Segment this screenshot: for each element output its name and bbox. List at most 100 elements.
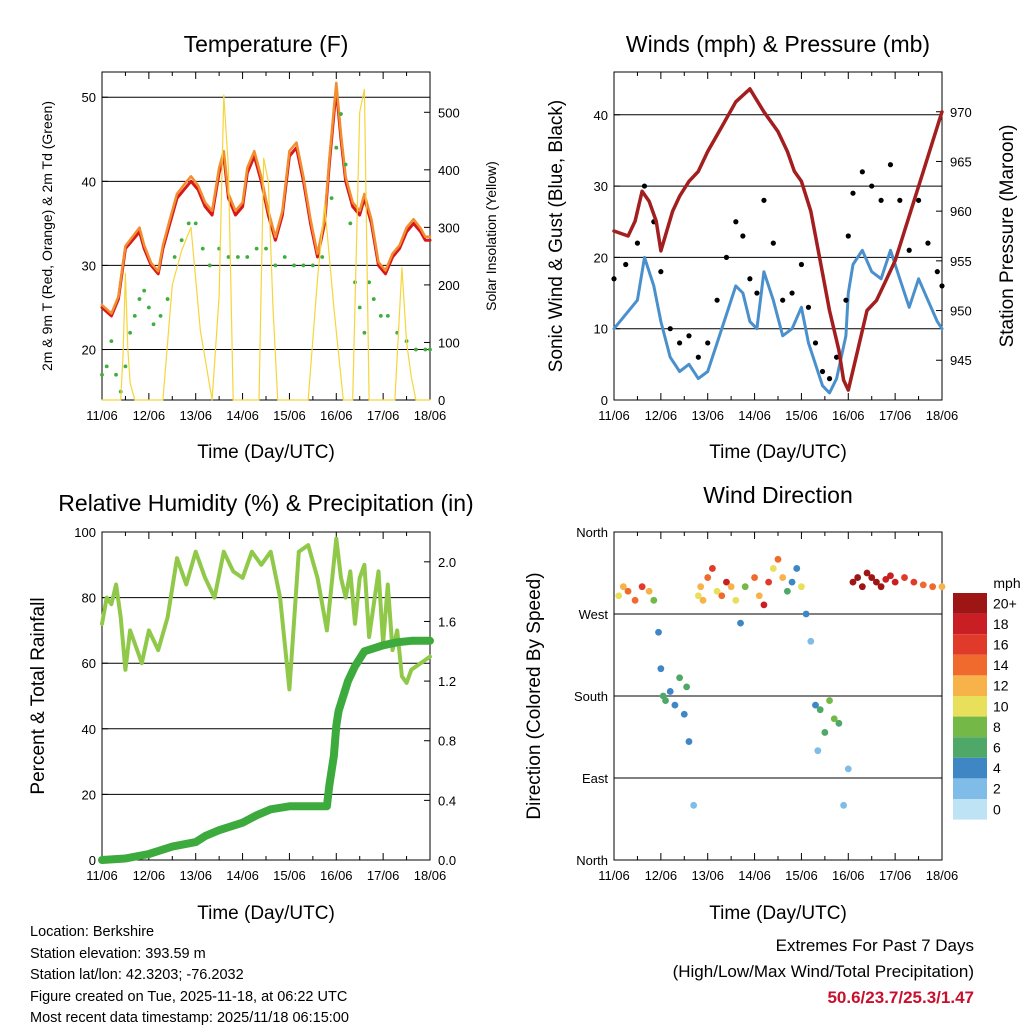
- winds-point-gust: [634, 240, 641, 246]
- temperature-point-2m-td: [123, 364, 128, 369]
- winds-xtick-label: 12/06: [645, 408, 678, 423]
- direction-xtick-label: 13/06: [691, 868, 724, 883]
- direction-point: [835, 719, 843, 727]
- temperature-point-2m-td: [186, 221, 191, 226]
- direction-ytick-label: South: [574, 689, 608, 704]
- speed-legend-label: 4: [993, 760, 1001, 776]
- humidity-xlabel: Time (Day/UTC): [197, 903, 335, 924]
- winds-point-gust: [789, 290, 795, 296]
- temperature-point-2m-td: [362, 330, 367, 335]
- temperature-series-9m-t: [100, 81, 432, 315]
- winds-point-gust: [747, 276, 753, 282]
- temperature-point-2m-td: [343, 162, 348, 167]
- temperature-point-2m-td: [146, 305, 151, 310]
- temperature-xtick-label: 18/06: [414, 408, 447, 423]
- humidity-xtick-label: 14/06: [226, 868, 259, 883]
- direction-point: [814, 747, 822, 755]
- temperature-point-2m-td: [273, 263, 278, 268]
- direction-point: [662, 697, 669, 704]
- winds-series-pressure: [612, 87, 944, 392]
- direction-point: [793, 565, 801, 572]
- temperature-point-2m-td: [100, 372, 104, 377]
- direction-panel: Wind Direction Time (Day/UTC) Direction …: [524, 482, 1021, 924]
- winds-point-gust: [826, 376, 833, 382]
- humidity-xtick-label: 17/06: [367, 868, 400, 883]
- winds-point-gust: [733, 219, 739, 225]
- temperature-point-2m-td: [114, 372, 118, 377]
- temperature-ytick-right-label: 400: [438, 163, 460, 178]
- temperature-point-2m-td: [179, 238, 184, 243]
- direction-point: [844, 765, 852, 773]
- temperature-ylabel: 2m & 9m T (Red, Orange) & 2m Td (Green): [39, 101, 55, 371]
- temperature-point-2m-td: [226, 255, 231, 259]
- direction-point: [858, 583, 866, 591]
- direction-point: [769, 565, 777, 572]
- winds-point-gust: [623, 261, 629, 268]
- direction-point: [638, 583, 646, 591]
- winds-xlabel: Time (Day/UTC): [709, 442, 847, 463]
- temperature-xtick-label: 11/06: [86, 408, 118, 423]
- direction-point: [709, 565, 716, 572]
- direction-point: [737, 619, 744, 627]
- direction-point: [891, 578, 899, 586]
- speed-legend-label: 16: [993, 637, 1009, 653]
- winds-xtick-label: 16/06: [832, 408, 865, 423]
- direction-point: [868, 574, 876, 581]
- winds-point-gust: [819, 368, 826, 375]
- speed-legend-label: 10: [993, 698, 1009, 714]
- temperature-ylabel-right: Solar Insolation (Yellow): [483, 161, 499, 311]
- winds-point-gust: [833, 354, 840, 360]
- humidity-ylabel: Percent & Total Rainfall: [28, 597, 49, 794]
- temperature-point-2m-td: [128, 330, 133, 335]
- winds-ytick-label: 40: [594, 108, 608, 123]
- direction-point: [650, 596, 658, 604]
- figure-created: Figure created on Tue, 2025-11-18, at 06…: [30, 988, 348, 1005]
- winds-xtick-label: 15/06: [785, 408, 818, 423]
- direction-point: [694, 592, 702, 600]
- humidity-xtick-label: 16/06: [320, 868, 353, 883]
- direction-ytick-label: North: [576, 853, 608, 868]
- humidity-xtick-label: 15/06: [273, 868, 306, 883]
- extremes-title: Extremes For Past 7 Days: [775, 936, 974, 955]
- humidity-ytick-label: 100: [74, 525, 96, 540]
- temperature-xtick-label: 13/06: [179, 408, 212, 423]
- temperature-point-2m-td: [254, 246, 259, 251]
- direction-point: [873, 578, 880, 586]
- station-location: Location: Berkshire: [30, 924, 155, 940]
- temperature-xlabel: Time (Day/UTC): [197, 442, 335, 463]
- humidity-series-precipitation: [98, 636, 434, 864]
- direction-point: [718, 592, 726, 600]
- temperature-plot-frame: [101, 71, 431, 401]
- winds-point-gust: [611, 276, 617, 282]
- winds-point-gust: [667, 326, 673, 332]
- winds-xtick-label: 17/06: [879, 408, 912, 423]
- temperature-point-2m-td: [193, 221, 198, 226]
- speed-legend-label: 20+: [993, 595, 1017, 611]
- direction-point: [631, 596, 639, 604]
- direction-point: [919, 581, 927, 589]
- direction-point: [877, 583, 885, 591]
- direction-point: [676, 674, 683, 682]
- winds-point-gust: [754, 290, 760, 296]
- speed-legend-swatch: [953, 634, 987, 655]
- direction-point: [732, 596, 740, 604]
- direction-point: [854, 574, 862, 581]
- humidity-title: Relative Humidity (%) & Precipitation (i…: [58, 490, 473, 516]
- humidity-ytick-right-label: 0.0: [438, 853, 456, 868]
- winds-point-gust: [878, 197, 884, 203]
- humidity-ytick-right-label: 0.8: [438, 734, 456, 749]
- winds-point-gust: [705, 340, 711, 346]
- humidity-xtick-label: 12/06: [133, 868, 166, 883]
- winds-ytick-right-label: 955: [950, 254, 972, 269]
- humidity-ytick-label: 0: [89, 853, 96, 868]
- temperature-ytick-right-label: 500: [438, 105, 460, 120]
- direction-point: [727, 583, 735, 591]
- winds-ytick-right-label: 970: [950, 105, 972, 120]
- direction-ytick-label: West: [579, 607, 609, 622]
- temperature-point-2m-td: [428, 347, 432, 352]
- winds-point-gust: [805, 304, 812, 310]
- temperature-point-2m-td: [142, 288, 147, 293]
- temperature-point-2m-td: [357, 305, 362, 310]
- extremes-values: 50.6/23.7/25.3/1.47: [827, 988, 974, 1007]
